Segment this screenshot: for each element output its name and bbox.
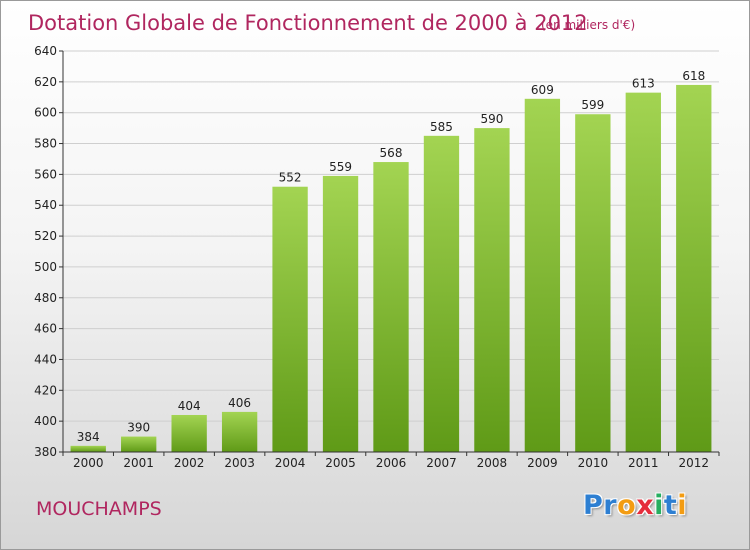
logo-letter: x — [636, 490, 655, 521]
value-label-2002: 404 — [178, 399, 201, 413]
value-label-2011: 613 — [632, 77, 655, 91]
bar-2010 — [575, 114, 611, 452]
value-label-2006: 568 — [380, 146, 403, 160]
value-label-2008: 590 — [480, 112, 503, 126]
y-tick-label: 580 — [34, 137, 57, 151]
logo-letter: r — [603, 490, 618, 521]
y-tick-label: 380 — [34, 445, 57, 459]
value-label-2012: 618 — [682, 69, 705, 83]
y-tick-label: 500 — [34, 260, 57, 274]
x-tick-label-2011: 2011 — [628, 456, 659, 470]
bar-2012 — [676, 84, 712, 452]
x-axis-ticks: 2000 2001 2002 2003 2004 2005 2006 2007 2008 2009… — [62, 452, 720, 470]
x-tick-label-2002: 2002 — [174, 456, 205, 470]
value-label-2010: 599 — [581, 98, 604, 112]
y-tick-label: 400 — [34, 414, 57, 428]
x-tick-label-2004: 2004 — [275, 456, 306, 470]
chart-subtitle: (en milliers d'€) — [541, 18, 635, 32]
x-tick-label-2009: 2009 — [527, 456, 558, 470]
y-tick-label: 520 — [34, 229, 57, 243]
bar-2011 — [625, 92, 661, 453]
value-label-2000: 384 — [77, 430, 100, 444]
bar-2006 — [373, 162, 409, 453]
x-tick-label-2006: 2006 — [376, 456, 407, 470]
value-label-2001: 390 — [127, 421, 150, 435]
proxiti-logo: Proxiti — [583, 490, 687, 521]
x-tick-label-2003: 2003 — [224, 456, 255, 470]
logo-letter: o — [617, 490, 637, 521]
bar-2007 — [423, 135, 460, 453]
y-tick-label: 420 — [34, 383, 57, 397]
bar-2002 — [171, 414, 207, 452]
chart-title: Dotation Globale de Fonctionnement de 20… — [28, 11, 588, 35]
bar-2000 — [70, 445, 106, 452]
value-label-2003: 406 — [228, 396, 251, 410]
bar-2008 — [474, 128, 510, 452]
value-label-2009: 609 — [531, 83, 554, 97]
logo-letter: t — [663, 490, 678, 521]
y-tick-label: 540 — [34, 198, 57, 212]
value-label-2005: 559 — [329, 160, 352, 174]
y-tick-label: 440 — [34, 352, 57, 366]
y-tick-label: 600 — [34, 106, 57, 120]
x-tick-label-2005: 2005 — [325, 456, 356, 470]
y-tick-label: 560 — [34, 167, 57, 181]
bar-2005 — [322, 175, 359, 452]
logo-letter: i — [677, 490, 688, 521]
x-tick-label-2010: 2010 — [578, 456, 609, 470]
value-label-2007: 585 — [430, 120, 453, 134]
x-tick-label-2012: 2012 — [678, 456, 709, 470]
y-axis-ticks: 380 400 420 440 460 480 500 520 540 560 580 600 620 6… — [34, 44, 63, 459]
x-tick-label-2000: 2000 — [73, 456, 104, 470]
bar-2003 — [221, 411, 258, 452]
logo-letter: P — [583, 490, 604, 521]
bar-2001 — [121, 436, 157, 452]
value-label-2004: 552 — [279, 171, 302, 185]
commune-name: MOUCHAMPS — [36, 498, 162, 520]
x-tick-label-2001: 2001 — [123, 456, 154, 470]
y-tick-label: 460 — [34, 322, 57, 336]
bar-2004 — [272, 186, 308, 452]
y-tick-label: 640 — [34, 44, 57, 58]
bar-layer — [70, 84, 712, 453]
bar-2009 — [524, 98, 561, 453]
logo-letter: i — [654, 490, 664, 521]
y-tick-label: 480 — [34, 291, 57, 305]
x-tick-label-2008: 2008 — [477, 456, 508, 470]
x-tick-label-2007: 2007 — [426, 456, 457, 470]
y-tick-label: 620 — [34, 75, 57, 89]
value-labels: 384 390 404 406 552 559 568 585 590 609 599 613 618 — [77, 69, 705, 444]
